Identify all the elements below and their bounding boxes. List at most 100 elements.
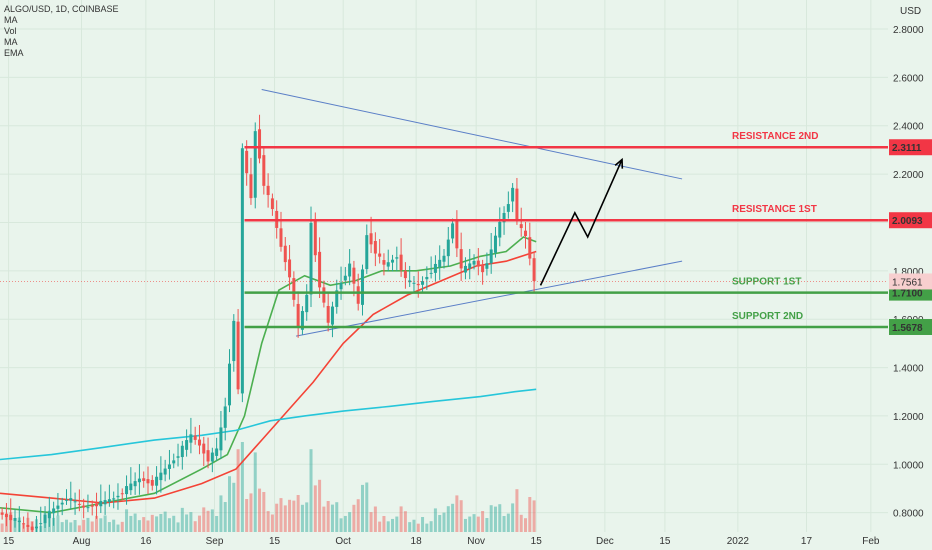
volume-bar	[309, 449, 313, 532]
time-tick-label: 18	[411, 536, 423, 547]
volume-bar	[433, 508, 437, 532]
volume-bar	[0, 523, 4, 532]
volume-bar	[313, 485, 317, 532]
candle-body	[425, 276, 429, 280]
indicator-ma-fast[interactable]: MA	[4, 15, 18, 25]
volume-bar	[219, 495, 223, 532]
volume-bar	[421, 517, 425, 532]
candle-body	[335, 290, 339, 307]
candle-body	[330, 306, 334, 325]
candle-body	[159, 472, 163, 481]
volume-bar	[275, 503, 279, 532]
candle-body	[172, 460, 176, 464]
volume-bar	[262, 492, 266, 532]
candle-body	[382, 260, 386, 265]
volume-bar	[69, 522, 73, 532]
candle-body	[296, 303, 300, 328]
candle-body	[60, 502, 64, 505]
candle-body	[0, 512, 4, 515]
candle-body	[365, 235, 369, 270]
candle-body	[339, 283, 343, 290]
candle-body	[232, 320, 236, 362]
time-tick-label: Aug	[73, 536, 91, 547]
candle-body	[378, 253, 382, 257]
candle-body	[446, 239, 450, 257]
time-axis[interactable]: 15 Aug 16 Sep 15 Oct 18 Nov 15 Dec 15 2022 17 Feb	[0, 532, 932, 550]
volume-bar	[202, 507, 206, 532]
volume-bar	[60, 522, 64, 532]
volume-bar	[133, 513, 137, 532]
candle-body	[511, 187, 515, 202]
level-price-tag-text: 1.5678	[892, 323, 923, 334]
candle-body	[73, 501, 77, 503]
grid-lines	[0, 0, 888, 532]
volume-bar	[103, 515, 107, 532]
level-label: RESISTANCE 1ST	[732, 204, 817, 215]
candle-body	[416, 283, 420, 286]
candle-body	[215, 448, 219, 456]
candle-body	[56, 505, 60, 509]
volume-bar	[425, 523, 429, 532]
candle-body	[502, 212, 506, 223]
candle-body	[95, 503, 99, 507]
volume-bar	[322, 506, 326, 532]
volume-bar	[228, 476, 232, 532]
volume-bar	[515, 489, 519, 532]
candle-body	[142, 478, 146, 481]
volume-bar	[279, 498, 283, 532]
volume-bar	[73, 520, 77, 532]
candle-body	[433, 263, 437, 273]
volume-bar	[300, 504, 304, 532]
candle-body	[47, 511, 51, 519]
time-tick-label: 15	[269, 536, 281, 547]
level-price-tag	[889, 139, 932, 156]
candle-body	[52, 508, 56, 514]
candle-body	[288, 259, 292, 278]
candle-body	[532, 258, 536, 282]
candle-body	[459, 249, 463, 269]
candle-body	[408, 280, 412, 283]
volume-bar	[232, 482, 236, 532]
projection-path	[539, 159, 623, 286]
indicator-ema[interactable]: EMA	[4, 48, 24, 58]
volume-bar	[206, 510, 210, 532]
candle-body	[210, 452, 214, 462]
candle-body	[455, 220, 459, 249]
volume-bar	[416, 523, 420, 532]
candle-body	[163, 468, 167, 475]
candle-body	[133, 481, 137, 487]
volume-bar	[335, 502, 339, 532]
volume-bar	[210, 509, 214, 532]
volume-bar	[412, 519, 416, 532]
current-price-tag-text: 1.7561	[892, 277, 923, 288]
candle-body	[107, 499, 111, 502]
candle-body	[395, 257, 399, 259]
volume-bar	[451, 503, 455, 532]
candle-body	[43, 514, 47, 524]
ma-line-ma	[0, 250, 537, 504]
time-tick-label: Dec	[596, 536, 614, 547]
candle-body	[360, 269, 364, 305]
volume-bar	[403, 511, 407, 532]
candle-body	[399, 254, 403, 271]
volume-bar	[506, 513, 510, 532]
candle-body	[429, 272, 433, 274]
volume-bar	[378, 521, 382, 532]
moving-average-lines	[0, 236, 537, 514]
price-tick-label: 1.0000	[893, 460, 924, 471]
price-tick-label: 2.4000	[893, 122, 924, 133]
candle-body	[236, 321, 240, 390]
volume-bar	[288, 499, 292, 532]
volume-bar	[236, 449, 240, 532]
volume-bar	[429, 521, 433, 532]
candle-body	[258, 129, 262, 159]
candle-body	[279, 228, 283, 247]
indicator-volume[interactable]: Vol	[4, 26, 17, 36]
symbol-title[interactable]: ALGO/USD, 1D, COINBASE	[4, 4, 119, 14]
candle-body	[528, 237, 532, 259]
candle-body	[77, 503, 81, 505]
indicator-ma-slow[interactable]: MA	[4, 37, 18, 47]
volume-bar	[107, 522, 111, 532]
